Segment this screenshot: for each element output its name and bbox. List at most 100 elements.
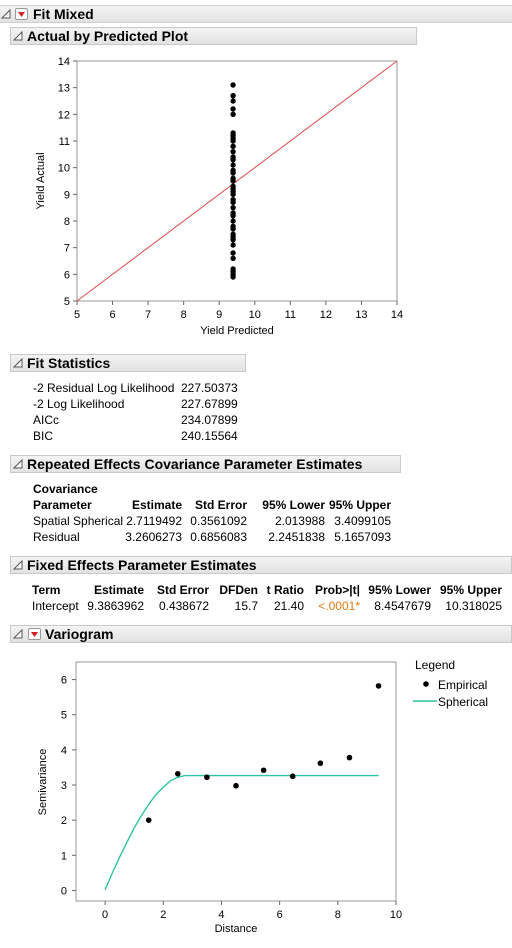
x-axis-label: Distance	[215, 923, 258, 935]
y-tick-label: 3	[61, 780, 67, 792]
table-cell: 0.438672	[158, 599, 209, 613]
empirical-point	[175, 770, 181, 777]
x-tick-label: 7	[145, 309, 151, 321]
fit-statistics-header[interactable]: Fit Statistics	[10, 354, 246, 372]
empirical-point	[260, 767, 267, 774]
data-point	[230, 226, 236, 232]
data-point	[230, 236, 236, 243]
legend-title: Legend	[415, 658, 455, 672]
table-cell: 3.2606273	[125, 530, 182, 544]
x-tick-label: 14	[391, 309, 403, 321]
section-title: Fixed Effects Parameter Estimates	[27, 557, 257, 573]
fixed-effects-header[interactable]: Fixed Effects Parameter Estimates	[10, 556, 512, 574]
x-tick-label: 6	[277, 909, 283, 921]
table-cell: 21.40	[273, 599, 304, 613]
plot-frame	[75, 661, 397, 902]
reference-diagonal-line	[76, 60, 398, 302]
column-header: t Ratio	[266, 583, 304, 597]
y-tick-label: 6	[64, 269, 70, 281]
x-tick-label: 2	[160, 909, 166, 921]
data-point	[230, 178, 236, 184]
actual-by-predicted-plot: 5 6 7 8 9 10 11 12 13 14 5 6 7 8 9 10 11 12 13 14 Yield Pr…	[35, 56, 403, 337]
column-header: Std Error	[194, 498, 247, 512]
y-axis-label: Semivariance	[37, 749, 49, 816]
y-tick-label: 2	[61, 815, 67, 827]
table-cell: 3.4099105	[334, 514, 391, 528]
data-point	[230, 204, 236, 211]
x-tick-label: 9	[216, 309, 222, 321]
red-triangle-menu-icon[interactable]	[15, 8, 28, 20]
y-tick-label: 7	[64, 243, 70, 255]
x-tick-label: 12	[320, 309, 332, 321]
y-tick-label: 9	[64, 189, 70, 201]
column-header: Parameter	[33, 498, 92, 512]
data-point	[230, 274, 236, 280]
empirical-point	[317, 760, 324, 767]
empirical-point	[346, 754, 353, 761]
column-header: DFDen	[219, 583, 258, 597]
repeated-effects-header[interactable]: Repeated Effects Covariance Parameter Es…	[10, 455, 401, 473]
x-tick-label: 11	[285, 309, 296, 321]
x-tick-label: 13	[355, 309, 367, 321]
y-tick-label: 4	[61, 745, 67, 757]
x-tick-label: 6	[109, 309, 115, 321]
red-triangle-menu-icon[interactable]	[28, 628, 41, 640]
column-header: 95% Lower	[368, 583, 431, 597]
y-tick-label: 6	[61, 675, 67, 687]
data-point	[230, 191, 236, 198]
data-point	[230, 255, 236, 262]
section-title: Variogram	[45, 626, 114, 642]
table-cell: 2.2451838	[268, 530, 325, 544]
y-tick-label: 1	[61, 850, 67, 862]
stat-value: 240.15564	[181, 429, 238, 443]
variogram-header[interactable]: Variogram	[10, 625, 512, 643]
table-cell: 8.4547679	[374, 599, 431, 613]
data-point	[230, 143, 236, 150]
x-axis-label: Yield Predicted	[200, 325, 274, 337]
empirical-point	[204, 774, 210, 781]
column-header: Estimate	[93, 583, 144, 597]
column-header: Covariance	[33, 482, 98, 496]
stat-value: 227.67899	[181, 397, 238, 411]
table-cell: 15.7	[234, 599, 258, 613]
x-tick-label: 8	[335, 909, 341, 921]
spherical-line	[104, 774, 379, 891]
legend-entry-spherical: Spherical	[438, 695, 488, 709]
legend: Legend Empirical Spherical	[413, 658, 488, 709]
section-title: Fit Statistics	[27, 355, 111, 371]
report-title: Fit Mixed	[33, 6, 94, 22]
column-header: Prob>|t|	[314, 583, 360, 597]
x-tick-label: 4	[218, 909, 224, 921]
variogram-plot: 0 2 4 6 8 10 0 1 2 3 4 5 6 Distance Semivariance Le…	[37, 658, 488, 935]
column-header: Estimate	[131, 498, 182, 512]
data-point	[230, 156, 236, 163]
table-cell: 5.1657093	[334, 530, 391, 544]
data-point	[230, 162, 236, 168]
empirical-point	[145, 817, 152, 823]
data-point	[230, 111, 236, 118]
data-point	[230, 250, 236, 256]
section-title: Repeated Effects Covariance Parameter Es…	[27, 456, 363, 472]
stat-label: -2 Residual Log Likelihood	[33, 381, 175, 395]
table-cell: 9.3863962	[87, 599, 144, 613]
column-header: Std Error	[156, 583, 209, 597]
stat-value: 234.07899	[181, 413, 238, 427]
y-axis-label: Yield Actual	[35, 152, 47, 209]
legend-empirical-marker	[423, 681, 429, 687]
data-point	[230, 148, 236, 155]
data-point	[230, 106, 236, 112]
x-tick-label: 10	[249, 309, 261, 321]
y-tick-label: 11	[59, 136, 70, 148]
data-point	[230, 242, 236, 248]
fit-mixed-header[interactable]: Fit Mixed	[0, 5, 512, 23]
data-point	[230, 98, 236, 104]
stat-label: -2 Log Likelihood	[33, 397, 125, 411]
data-point	[230, 82, 236, 88]
data-point	[230, 138, 236, 144]
stat-value: 227.50373	[181, 381, 238, 395]
column-header: 95% Upper	[439, 583, 502, 597]
column-header: 95% Lower	[262, 498, 325, 512]
y-tick-label: 0	[61, 885, 67, 897]
actual-by-predicted-header[interactable]: Actual by Predicted Plot	[10, 27, 417, 45]
table-cell: Residual	[33, 530, 80, 544]
